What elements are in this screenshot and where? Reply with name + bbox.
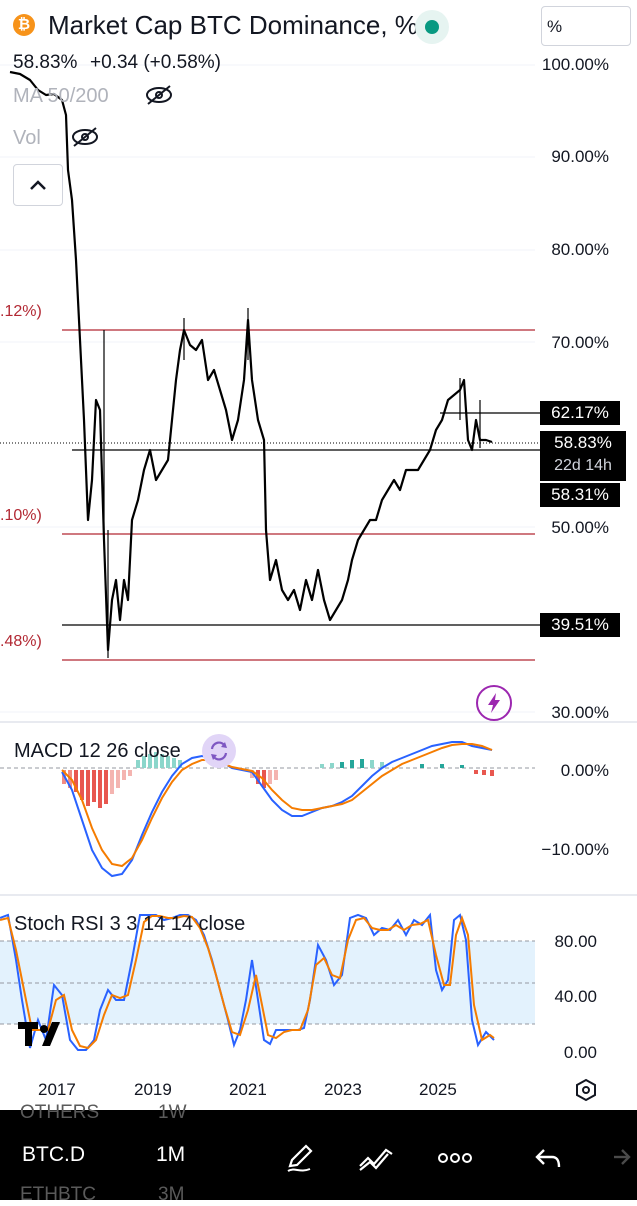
signal-line <box>61 743 493 868</box>
market-status-icon[interactable] <box>415 10 449 44</box>
scale-button-label: % <box>547 17 563 36</box>
x-axis-label: 2017 <box>38 1080 76 1099</box>
ghost-interval-above: 1W <box>158 1102 187 1123</box>
x-axis-label: 2019 <box>134 1080 172 1099</box>
fib-label-mid: .10%) <box>0 507 42 524</box>
vol-eye-slash-icon[interactable] <box>70 126 100 148</box>
drawing-tools-button[interactable] <box>282 1140 318 1176</box>
lightning-icon <box>488 693 500 713</box>
stoch-axis-label: 0.00 <box>563 1043 597 1062</box>
ma-eye-slash-icon[interactable] <box>144 84 174 106</box>
chevron-up-icon <box>30 180 46 190</box>
price-axis-label: 100.00% <box>541 55 609 74</box>
chart-canvas[interactable] <box>0 0 637 1110</box>
redo-button[interactable] <box>608 1140 637 1176</box>
ghost-symbol-above: OTHERS <box>20 1102 100 1123</box>
undo-icon <box>535 1149 561 1168</box>
collapse-legend-button[interactable] <box>13 164 63 206</box>
indicators-icon <box>359 1148 393 1171</box>
price-series <box>9 70 493 652</box>
price-axis-label: 90.00% <box>551 147 609 166</box>
vol-indicator-label[interactable]: Vol <box>13 127 41 149</box>
stoch-rsi-indicator-label[interactable]: Stoch RSI 3 3 14 14 close <box>14 913 246 935</box>
price-value: 58.83% <box>13 52 78 73</box>
other-price-tag: 58.31% <box>540 483 620 507</box>
ghost-interval-below: 3M <box>158 1184 185 1205</box>
stoch-axis-label: 40.00 <box>554 987 597 1006</box>
macd-histogram <box>62 752 494 808</box>
chart-title[interactable]: Market Cap BTC Dominance, % <box>48 10 418 40</box>
pencil-icon <box>287 1144 313 1172</box>
stoch-d-line <box>0 914 495 1050</box>
price-axis-label: 70.00% <box>551 333 609 352</box>
macd-axis-label: −10.00% <box>541 840 609 859</box>
macd-settings-button[interactable] <box>202 734 236 768</box>
fib-label-bottom: .48%) <box>0 633 42 650</box>
more-dots-icon <box>438 1153 472 1163</box>
ghost-symbol-below: ETHBTC <box>20 1184 96 1205</box>
bottom-toolbar: OTHERS 1W BTC.D 1M ETHBTC 3M <box>0 1102 637 1205</box>
ma-indicator-label[interactable]: MA 50/200 <box>13 85 109 107</box>
price-change: +0.34 (+0.58%) <box>90 52 221 73</box>
undo-button[interactable] <box>530 1140 566 1176</box>
fib-label-top: .12%) <box>0 303 42 320</box>
last-price-tag: 58.83% 22d 14h <box>540 431 626 481</box>
resistance-price-tag: 62.17% <box>540 401 620 425</box>
stoch-axis-label: 80.00 <box>554 932 597 951</box>
last-price-value: 58.83% <box>554 433 612 452</box>
x-axis-label: 2025 <box>419 1080 457 1099</box>
price-axis-label: 80.00% <box>551 240 609 259</box>
x-axis-label: 2021 <box>229 1080 267 1099</box>
redo-icon <box>614 1149 631 1165</box>
more-options-button[interactable] <box>435 1140 475 1176</box>
x-axis-label: 2023 <box>324 1080 362 1099</box>
price-axis-label: 30.00% <box>551 703 609 722</box>
lightning-button[interactable] <box>476 685 512 721</box>
macd-axis-label: 0.00% <box>560 761 609 780</box>
indicators-button[interactable] <box>356 1140 396 1176</box>
symbol-selector[interactable]: BTC.D <box>22 1143 85 1166</box>
bitcoin-icon: ₿ <box>13 14 35 36</box>
tradingview-logo <box>18 1020 70 1048</box>
macd-indicator-label[interactable]: MACD 12 26 close <box>14 740 181 762</box>
bar-countdown: 22d 14h <box>554 457 612 474</box>
price-axis-label: 50.00% <box>551 518 609 537</box>
coin-symbol: ₿ <box>17 16 31 33</box>
support-price-tag: 39.51% <box>540 613 620 637</box>
interval-selector[interactable]: 1M <box>156 1143 186 1166</box>
refresh-icon <box>210 741 228 761</box>
chart-settings-hexagon-icon[interactable] <box>574 1078 598 1102</box>
scale-button[interactable]: % <box>541 6 631 46</box>
